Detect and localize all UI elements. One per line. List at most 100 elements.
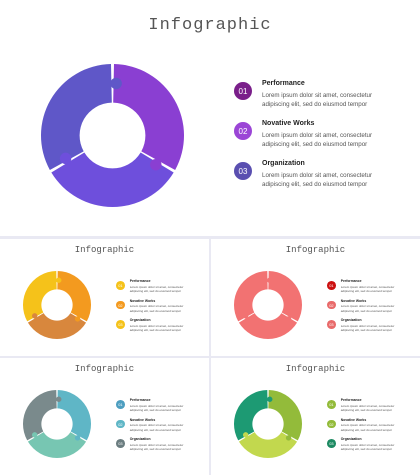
puzzle-ring-chart [23,271,91,339]
item-label: Organization [340,318,362,323]
item-description-line: Lorem ipsum dolor sit amet, consectetur [340,423,395,428]
item-label: Performance [340,398,362,402]
item-label: Performance [340,279,362,283]
ring-segment [268,271,302,322]
number-badge: 02 [116,300,125,310]
item-description-line: adipiscing elit, sed do eiusmod tempor [129,328,182,333]
ring-segment [27,313,87,339]
item-description-line: adipiscing elit, sed do eiusmod tempor [262,101,368,108]
puzzle-ring-chart [41,64,184,207]
item-description-line: adipiscing elit, sed do eiusmod tempor [129,408,182,413]
item-description-line: Lorem ipsum dolor sit amet, consectetur [340,324,395,329]
item-description-line: Lorem ipsum dolor sit amet, consectetur [262,132,373,139]
puzzle-knob [242,313,249,319]
item-description-line: adipiscing elit, sed do eiusmod tempor [340,447,393,452]
ring-segment [238,313,298,339]
number-badge: 03 [234,162,252,180]
puzzle-knob [31,432,38,438]
puzzle-knob [267,396,273,402]
puzzle-ring-chart [234,271,302,339]
orange-slide[interactable]: Infographic 01 Performance Lorem ipsum dol… [0,239,209,356]
puzzle-knob [242,432,249,438]
ring-segment [57,390,91,441]
number-badge: 01 [234,82,252,100]
item-description-line: Lorem ipsum dolor sit amet, consectetur [129,284,184,289]
slide-title: Infographic [148,16,272,35]
number-badge: 02 [327,300,336,310]
ring-segment [51,152,174,207]
number-badge: 03 [327,320,336,329]
red-slide[interactable]: Infographic 01 Performance Lorem ipsum dol… [211,239,420,356]
item-description-line: adipiscing elit, sed do eiusmod tempor [340,427,393,432]
slide-title: Infographic [285,245,346,255]
ring-segment [268,390,302,441]
ring-segment [238,432,298,458]
puzzle-knob [31,313,38,319]
puzzle-knob [110,77,122,90]
item-description-line: Lorem ipsum dolor sit amet, consectetur [340,284,395,289]
ring-segment [234,390,268,441]
number-badge: 03 [116,439,125,448]
green-slide[interactable]: Infographic 01 Performance Lorem ipsum dol… [211,358,420,475]
item-description-line: adipiscing elit, sed do eiusmod tempor [340,308,393,313]
item-description-line: adipiscing elit, sed do eiusmod tempor [340,289,393,294]
item-description-line: Lorem ipsum dolor sit amet, consectetur [340,443,395,448]
item-description-line: Lorem ipsum dolor sit amet, consectetur [262,172,373,179]
puzzle-knob [285,316,292,322]
ring-segment [234,271,268,322]
number-badge: 01 [327,281,336,290]
ring-segment [113,64,184,170]
item-description-line: Lorem ipsum dolor sit amet, consectetur [129,324,184,329]
item-description-line: Lorem ipsum dolor sit amet, consectetur [340,403,395,408]
puzzle-knob [56,396,62,402]
slide-title: Infographic [74,364,135,374]
item-description-line: Lorem ipsum dolor sit amet, consectetur [129,423,184,428]
item-label: Novative Works [340,298,367,303]
slide-title: Infographic [74,245,135,255]
item-label: Novative Works [129,417,156,422]
puzzle-knob [74,435,81,441]
item-label: Organization [129,318,151,323]
puzzle-ring-chart [23,390,91,458]
item-description-line: adipiscing elit, sed do eiusmod tempor [129,427,182,432]
item-label: Organization [129,437,151,442]
item-description-line: Lorem ipsum dolor sit amet, consectetur [129,304,184,309]
item-description-line: Lorem ipsum dolor sit amet, consectetur [129,443,184,448]
item-label: Organization [340,437,362,442]
ring-segment [27,432,87,458]
puzzle-knob [285,435,292,441]
teal-slide[interactable]: Infographic 01 Performance Lorem ipsum dol… [0,358,209,475]
item-label: Performance [129,279,151,283]
item-description-line: Lorem ipsum dolor sit amet, consectetur [129,403,184,408]
ring-segment [57,271,91,322]
item-description-line: adipiscing elit, sed do eiusmod tempor [262,141,368,148]
number-badge: 03 [327,439,336,448]
item-label: Performance [262,80,305,87]
item-description-line: Lorem ipsum dolor sit amet, consectetur [340,304,395,309]
item-label: Performance [129,398,151,402]
item-description-line: adipiscing elit, sed do eiusmod tempor [340,408,393,413]
item-description-line: adipiscing elit, sed do eiusmod tempor [340,328,393,333]
number-badge: 01 [116,400,125,409]
puzzle-knob [267,277,273,283]
item-description-line: adipiscing elit, sed do eiusmod tempor [129,447,182,452]
number-badge: 02 [116,419,125,429]
puzzle-knob [150,158,162,171]
ring-segment [41,64,112,170]
slide-title: Infographic [285,364,346,374]
main-slide[interactable]: Infographic 01 Performance Lorem ipsum dol… [0,0,420,236]
puzzle-knob [56,277,62,283]
number-badge: 02 [234,122,252,140]
item-description-line: Lorem ipsum dolor sit amet, consectetur [262,92,373,99]
item-description-line: adipiscing elit, sed do eiusmod tempor [262,181,368,188]
number-badge: 03 [116,320,125,329]
item-label: Novative Works [340,417,367,422]
item-label: Novative Works [262,120,315,127]
number-badge: 02 [327,419,336,429]
puzzle-knob [74,316,81,322]
item-label: Novative Works [129,298,156,303]
number-badge: 01 [116,281,125,290]
item-label: Organization [262,160,305,167]
puzzle-knob [59,152,72,165]
item-description-line: adipiscing elit, sed do eiusmod tempor [129,308,182,313]
